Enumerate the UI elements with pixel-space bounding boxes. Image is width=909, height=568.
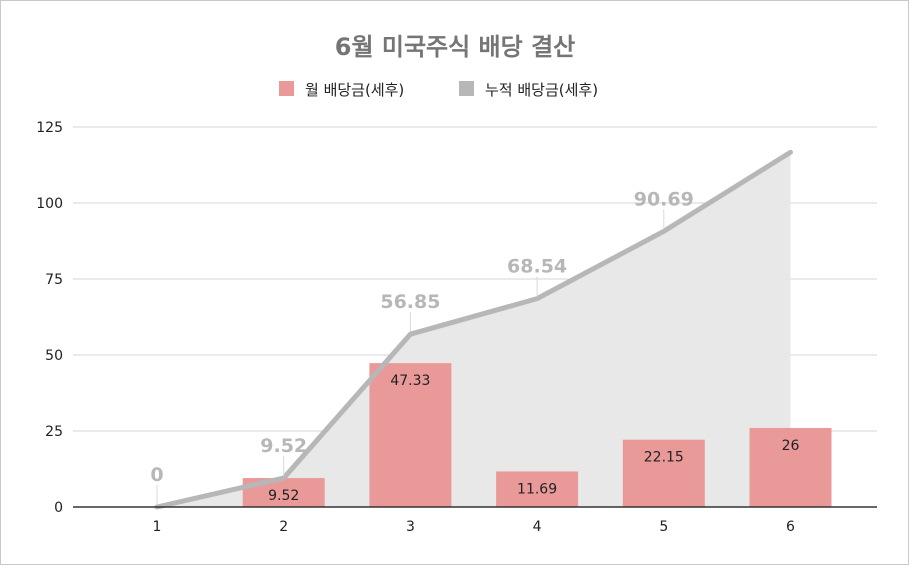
legend: 월 배당금(세후) 누적 배당금(세후) [279,81,598,99]
bar-month-6 [749,427,832,507]
y-tick-label: 50 [45,348,63,364]
y-tick-label: 75 [45,272,63,288]
monthly-bars [242,363,832,507]
cumulative-line-path [154,149,793,510]
x-tick-label: 6 [786,519,795,535]
cumulative-area-fill [157,152,791,508]
x-tick-label: 3 [406,519,415,535]
cumulative-area [157,152,791,508]
y-tick-label: 125 [36,120,63,136]
cumulative-value-label: 68.54 [507,256,567,278]
y-tick-label: 100 [36,196,63,212]
legend-swatch-monthly [279,81,294,96]
cumulative-line [154,149,793,510]
y-tick-label: 0 [54,500,63,516]
bar-value-label: 47.33 [390,373,430,389]
x-tick-label: 5 [659,519,668,535]
cumulative-value-label: 56.85 [380,291,440,313]
bar-month-4 [496,471,579,507]
x-axis-ticks: 1 2 3 4 5 6 [153,519,796,535]
x-tick-label: 4 [533,519,542,535]
bar-month-5 [622,439,705,507]
cumulative-value-label: 9.52 [260,435,307,457]
bar-value-label: 26 [782,438,800,454]
bar-month-3 [369,363,452,507]
legend-label-monthly: 월 배당금(세후) [305,81,404,99]
bar-data-labels: 9.52 47.33 11.69 22.15 26 [268,373,799,504]
bar-value-label: 11.69 [517,481,557,497]
cumulative-data-labels: 0 9.52 56.85 68.54 90.69 [150,188,694,505]
y-tick-label: 25 [45,424,63,440]
y-axis-ticks: 0 25 50 75 100 125 [36,120,63,516]
cumulative-value-label: 0 [150,464,163,486]
legend-label-cumulative: 누적 배당금(세후) [485,81,598,99]
bar-value-label: 9.52 [268,488,299,504]
chart-title: 6월 미국주식 배당 결산 [335,33,576,61]
cumulative-value-label: 90.69 [634,188,694,210]
x-tick-label: 1 [153,519,162,535]
x-tick-label: 2 [279,519,288,535]
legend-swatch-cumulative [459,81,474,96]
bar-value-label: 22.15 [644,450,684,466]
